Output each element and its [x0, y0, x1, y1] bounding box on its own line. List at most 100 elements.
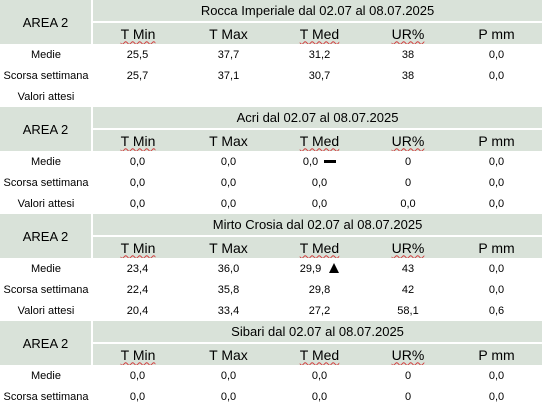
- table-cell: 0: [365, 151, 451, 172]
- column-header: T Med: [274, 129, 365, 151]
- cell-value: 25,5: [126, 48, 149, 61]
- column-header-label: T Max: [209, 25, 248, 42]
- cell-value: 0,0: [400, 197, 416, 210]
- cell-value: 0,0: [488, 390, 505, 403]
- column-header-label: UR%: [391, 346, 425, 363]
- cell-value: 38: [401, 69, 415, 82]
- table-row: Medie 0,0 0,0 0,0 0 0,0: [0, 151, 542, 172]
- column-header-label: UR%: [391, 239, 425, 256]
- column-header-label: T Med: [299, 346, 340, 363]
- station-title: Mirto Crosia dal 02.07 al 08.07.2025: [92, 214, 542, 237]
- cell-value: 0,0: [220, 155, 237, 168]
- cell-value: 29,9: [299, 262, 322, 275]
- table-cell: 0,0: [274, 151, 365, 172]
- table-cell: 27,2: [274, 300, 365, 321]
- table-cell: 38: [365, 65, 451, 86]
- cell-value: 0: [404, 390, 412, 403]
- row-label: Medie: [31, 369, 61, 382]
- column-header-row: T Min T Max T Med UR% P mm: [0, 343, 542, 365]
- table-cell: 42: [365, 279, 451, 300]
- cell-value: 58,1: [397, 304, 419, 317]
- table-cell: 0,0: [451, 44, 542, 65]
- table-cell: 0,0: [92, 365, 183, 386]
- cell-value: 0,0: [488, 197, 505, 210]
- cell-value: 0,0: [129, 390, 146, 403]
- cell-value: 27,2: [308, 304, 331, 317]
- station-title: Sibari dal 02.07 al 08.07.2025: [92, 321, 542, 344]
- cell-value: 0,0: [129, 155, 146, 168]
- cell-value: 0,0: [488, 48, 505, 61]
- column-header: T Med: [274, 22, 365, 44]
- cell-value: 0,6: [488, 304, 505, 317]
- column-header: T Min: [92, 129, 183, 151]
- table-cell: 22,4: [92, 279, 183, 300]
- table-cell: 0,0: [183, 151, 274, 172]
- column-header-label: P mm: [478, 132, 515, 149]
- stable-trend-icon: [324, 160, 337, 164]
- column-header-label: T Med: [299, 132, 340, 149]
- cell-value: 0,0: [129, 176, 146, 189]
- table-cell: 25,5: [92, 44, 183, 65]
- cell-value: 0: [404, 369, 412, 382]
- section-header-row: AREA 2 Rocca Imperiale dal 02.07 al 08.07…: [0, 0, 542, 44]
- column-header: UR%: [365, 129, 451, 151]
- table-cell: 0,0: [183, 386, 274, 407]
- column-header-row: T Min T Max T Med UR% P mm: [0, 22, 542, 44]
- cell-value: 0,0: [220, 390, 237, 403]
- cell-value: 37,1: [217, 69, 240, 82]
- table-row: Scorsa settimana 0,0 0,0 0,0 0 0,0: [0, 386, 542, 407]
- table-cell: 29,9: [274, 258, 365, 279]
- column-header: T Max: [183, 236, 274, 258]
- column-header-label: UR%: [391, 25, 425, 42]
- table-cell: 0: [365, 172, 451, 193]
- column-header-label: P mm: [478, 25, 515, 42]
- table-cell: 0,0: [274, 365, 365, 386]
- column-header-label: T Min: [120, 132, 156, 149]
- cell-value: 0,0: [488, 176, 505, 189]
- cell-value: 0: [404, 155, 412, 168]
- table-cell: 0,0: [92, 193, 183, 214]
- table-cell: 43: [365, 258, 451, 279]
- column-header: T Min: [92, 22, 183, 44]
- cell-value: 43: [401, 262, 415, 275]
- column-header-label: T Max: [209, 346, 248, 363]
- column-header-label: T Med: [299, 25, 340, 42]
- area-label: AREA 2: [0, 214, 93, 258]
- table-cell: 0: [365, 365, 451, 386]
- cell-value: 35,8: [217, 283, 240, 296]
- column-header: T Min: [92, 343, 183, 365]
- row-label: Valori attesi: [17, 197, 75, 210]
- column-header: T Max: [183, 129, 274, 151]
- area-label: AREA 2: [0, 321, 93, 365]
- column-header: T Med: [274, 343, 365, 365]
- cell-value: 33,4: [217, 304, 240, 317]
- column-header: P mm: [451, 236, 542, 258]
- table-cell: 0,0: [92, 172, 183, 193]
- cell-value: 0,0: [220, 176, 237, 189]
- cell-value: 30,7: [308, 69, 331, 82]
- column-header: P mm: [451, 22, 542, 44]
- table-row: Valori attesi: [0, 86, 542, 107]
- column-header: T Max: [183, 343, 274, 365]
- table-cell: 0,0: [274, 386, 365, 407]
- cell-value: 0,0: [488, 369, 505, 382]
- table-cell: 58,1: [365, 300, 451, 321]
- table-row: Scorsa settimana 25,7 37,1 30,7 38 0,0: [0, 65, 542, 86]
- table-cell: [274, 86, 365, 107]
- cell-value: 0,0: [311, 390, 328, 403]
- table-cell: 37,7: [183, 44, 274, 65]
- table-row: Scorsa settimana 22,4 35,8 29,8 42 0,0: [0, 279, 542, 300]
- table-cell: [92, 86, 183, 107]
- section-header-row: AREA 2 Mirto Crosia dal 02.07 al 08.07.20…: [0, 214, 542, 258]
- row-label: Valori attesi: [17, 90, 75, 103]
- table-row: Medie 25,5 37,7 31,2 38 0,0: [0, 44, 542, 65]
- column-header: P mm: [451, 129, 542, 151]
- table-cell: 20,4: [92, 300, 183, 321]
- cell-value: 23,4: [126, 262, 149, 275]
- table-cell: 37,1: [183, 65, 274, 86]
- table-cell: [183, 86, 274, 107]
- table-cell: 23,4: [92, 258, 183, 279]
- cell-value: 0,0: [220, 197, 237, 210]
- cell-value: 0,0: [488, 155, 505, 168]
